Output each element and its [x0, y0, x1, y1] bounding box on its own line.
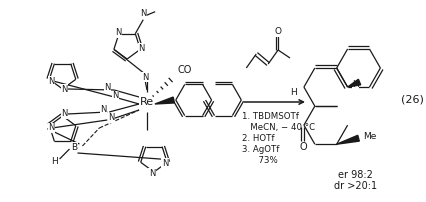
Text: N: N: [61, 84, 68, 94]
Text: (26): (26): [401, 95, 423, 105]
Text: N: N: [108, 114, 115, 122]
Text: N: N: [140, 9, 147, 18]
Text: N: N: [104, 83, 110, 93]
Text: 73%: 73%: [242, 156, 278, 165]
Text: N: N: [138, 44, 144, 53]
Text: N: N: [142, 73, 148, 81]
Text: H: H: [352, 80, 359, 88]
Text: er 98:2: er 98:2: [338, 170, 373, 180]
Text: B: B: [72, 142, 78, 152]
Text: O: O: [299, 142, 307, 152]
Text: Me: Me: [363, 132, 376, 141]
Text: Re: Re: [140, 97, 154, 107]
Text: H: H: [51, 158, 58, 166]
Text: N: N: [61, 109, 68, 119]
Text: N: N: [149, 168, 155, 178]
Text: N: N: [48, 77, 55, 86]
Text: CO: CO: [178, 65, 192, 75]
Text: 1. TBDMSOTf: 1. TBDMSOTf: [242, 112, 299, 121]
Text: N: N: [48, 123, 55, 132]
Text: dr >20:1: dr >20:1: [334, 181, 377, 191]
Text: MeCN, − 40 °C: MeCN, − 40 °C: [242, 123, 316, 132]
Text: N: N: [162, 159, 168, 168]
Polygon shape: [155, 97, 174, 104]
Text: 3. AgOTf: 3. AgOTf: [242, 145, 280, 154]
Text: N: N: [100, 105, 106, 115]
Text: N: N: [112, 92, 118, 101]
Text: N: N: [115, 28, 121, 37]
Text: O: O: [275, 27, 282, 37]
Text: H: H: [291, 87, 297, 97]
Polygon shape: [337, 135, 359, 144]
Polygon shape: [348, 79, 361, 87]
Text: 2. HOTf: 2. HOTf: [242, 134, 275, 143]
